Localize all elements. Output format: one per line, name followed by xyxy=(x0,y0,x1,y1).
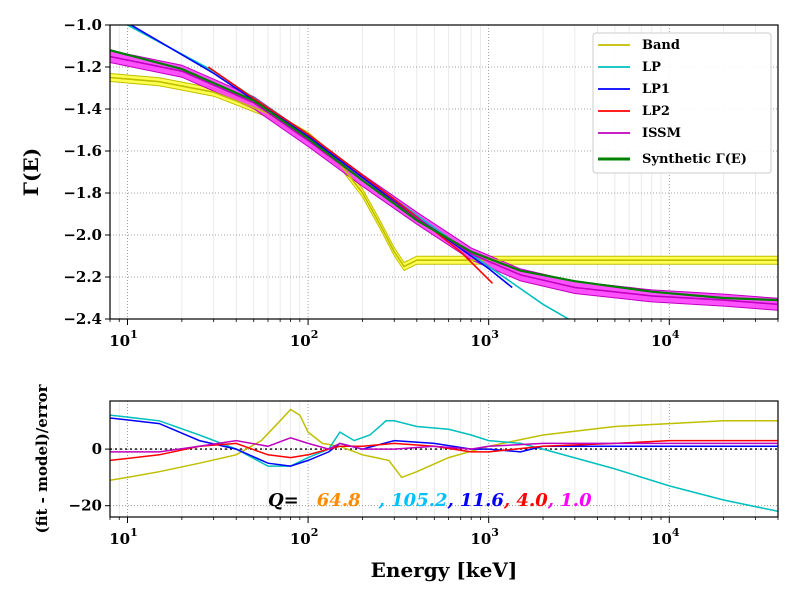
q-value-3: , 11.6 xyxy=(447,490,505,511)
top-x-tick-label: 103 xyxy=(470,328,499,350)
residual-lp xyxy=(110,414,778,513)
legend-label-2: LP1 xyxy=(642,82,670,97)
bottom-x-tick-label: 101 xyxy=(109,526,138,548)
legend-label-4: ISSM xyxy=(642,126,681,141)
top-ticks: −1.0 −1.2 −1.4 −1.6 −1.8 −2.0 −2.2 −2.4 101 102 10… xyxy=(63,16,779,350)
top-y-tick-label: −2.4 xyxy=(63,310,102,328)
top-x-tick-exponent: 4 xyxy=(672,328,680,341)
legend-label-3: LP2 xyxy=(642,104,670,119)
bottom-y-tick-label: 0 xyxy=(92,440,102,458)
bottom-x-tick-label: 103 xyxy=(470,526,499,548)
top-y-tick-label: −1.8 xyxy=(63,184,102,202)
q-value-1: 64.8 xyxy=(317,490,361,511)
top-x-tick-exponent: 1 xyxy=(130,328,138,341)
bottom-x-tick-exponent: 3 xyxy=(491,526,499,539)
top-y-tick-label: −2.2 xyxy=(63,268,102,286)
legend-label-1: LP xyxy=(642,60,661,75)
bottom-y-tick-label: −20 xyxy=(69,497,102,515)
q-value-0: Q= xyxy=(268,490,299,511)
top-y-axis-label: Γ(E) xyxy=(19,148,43,196)
q-annotation: Q= 64.8 , 105.2, 11.6, 4.0, 1.0 xyxy=(268,490,592,511)
top-y-tick-label: −1.4 xyxy=(63,100,102,118)
q-value-4: , 4.0 xyxy=(503,490,548,511)
bottom-x-axis-label: Energy [keV] xyxy=(371,558,518,582)
bottom-x-tick-exponent: 1 xyxy=(130,526,138,539)
q-value-5: , 1.0 xyxy=(547,490,592,511)
top-y-tick-label: −1.6 xyxy=(63,142,102,160)
top-axes-frame xyxy=(109,24,779,320)
bottom-axes-frame xyxy=(109,400,779,518)
legend-label-0: Band xyxy=(642,38,680,53)
top-y-tick-label: −1.2 xyxy=(63,58,102,76)
series-lp2 xyxy=(207,66,494,284)
bottom-series-lines xyxy=(110,408,778,513)
bottom-x-tick-exponent: 2 xyxy=(311,526,319,539)
top-x-tick-exponent: 3 xyxy=(491,328,499,341)
top-y-tick-label: −2.0 xyxy=(63,226,102,244)
top-y-tick-label: −1.0 xyxy=(63,16,102,34)
legend: Band LP LP1 LP2 ISSM Synthetic Γ(E) xyxy=(592,32,772,174)
residual-issm xyxy=(110,437,778,453)
top-series-lines xyxy=(110,25,778,319)
legend-label-5: Synthetic Γ(E) xyxy=(642,152,747,167)
bottom-x-tick-exponent: 4 xyxy=(672,526,680,539)
series-lp1 xyxy=(129,25,513,289)
top-x-tick-exponent: 2 xyxy=(311,328,319,341)
legend-box xyxy=(592,32,772,174)
bottom-x-tick-label: 102 xyxy=(290,526,319,548)
series-synthetic-e xyxy=(110,49,778,302)
bottom-y-axis-label: (fit - model)/error xyxy=(33,383,51,533)
top-x-tick-label: 101 xyxy=(109,328,138,350)
top-x-tick-label: 104 xyxy=(651,328,680,350)
q-value-2: , 105.2 xyxy=(378,490,448,511)
top-x-tick-label: 102 xyxy=(290,328,319,350)
bottom-x-tick-label: 104 xyxy=(651,526,680,548)
